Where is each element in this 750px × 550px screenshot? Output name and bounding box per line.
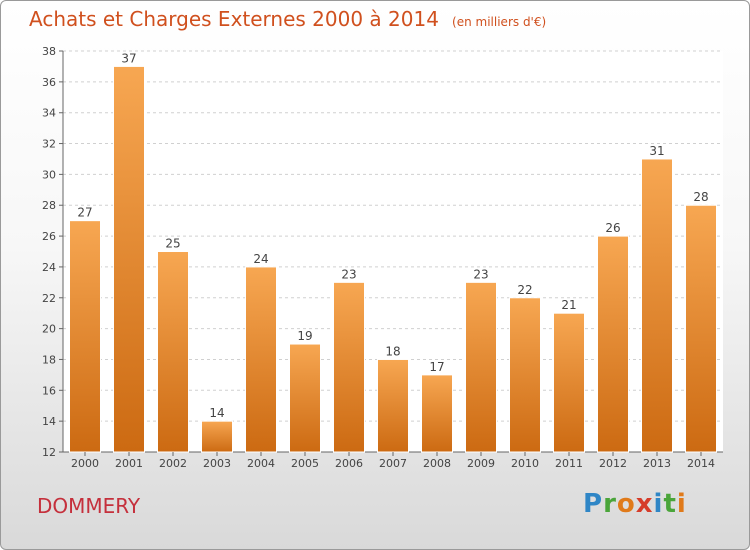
y-tick-label: 32 — [42, 138, 56, 151]
y-tick-label: 16 — [42, 384, 56, 397]
y-tick-label: 22 — [42, 292, 56, 305]
logo-letter: i — [653, 489, 664, 519]
y-tick-label: 24 — [42, 261, 56, 274]
x-tick-label: 2006 — [335, 457, 363, 470]
y-tick-label: 18 — [42, 353, 56, 366]
data-label: 14 — [209, 406, 224, 420]
x-tick-label: 2009 — [467, 457, 495, 470]
proxiti-logo: Proxiti — [583, 489, 687, 519]
chart-title: Achats et Charges Externes 2000 à 2014 — [29, 7, 439, 31]
x-tick-label: 2011 — [555, 457, 583, 470]
logo-letter: o — [616, 489, 636, 519]
data-label: 23 — [473, 267, 488, 281]
x-tick-label: 2004 — [247, 457, 275, 470]
bar — [685, 204, 717, 453]
bar — [245, 266, 277, 453]
data-label: 24 — [253, 252, 268, 266]
y-tick-label: 34 — [42, 107, 56, 120]
logo-letter: t — [663, 489, 677, 519]
x-tick-label: 2010 — [511, 457, 539, 470]
y-tick-label: 28 — [42, 199, 56, 212]
bar — [641, 158, 673, 453]
x-tick-label: 2014 — [687, 457, 715, 470]
x-tick-label: 2008 — [423, 457, 451, 470]
y-tick-label: 26 — [42, 230, 56, 243]
chart-unit: (en milliers d'€) — [452, 15, 547, 29]
x-tick-label: 2001 — [115, 457, 143, 470]
data-label: 17 — [429, 360, 444, 374]
x-tick-label: 2005 — [291, 457, 319, 470]
data-label: 22 — [517, 283, 532, 297]
data-label: 25 — [165, 237, 180, 251]
x-tick-label: 2000 — [71, 457, 99, 470]
y-tick-label: 20 — [42, 323, 56, 336]
bar — [69, 220, 101, 453]
bar — [113, 65, 145, 453]
bar — [289, 343, 321, 453]
bar — [421, 374, 453, 453]
bar — [597, 235, 629, 453]
x-tick-label: 2012 — [599, 457, 627, 470]
x-tick-label: 2003 — [203, 457, 231, 470]
x-tick-label: 2013 — [643, 457, 671, 470]
y-tick-label: 38 — [42, 45, 56, 58]
data-label: 37 — [121, 51, 136, 65]
bar — [509, 297, 541, 453]
data-label: 21 — [561, 298, 576, 312]
title-row: Achats et Charges Externes 2000 à 2014 (… — [29, 7, 546, 31]
data-label: 26 — [605, 221, 620, 235]
data-label: 31 — [649, 144, 664, 158]
logo-letter: i — [676, 489, 687, 519]
logo-letter: x — [635, 489, 654, 519]
bar — [377, 358, 409, 453]
bar — [553, 312, 585, 453]
location-name: DOMMERY — [37, 494, 141, 518]
x-tick-label: 2007 — [379, 457, 407, 470]
x-tick-label: 2002 — [159, 457, 187, 470]
data-label: 18 — [385, 344, 400, 358]
data-label: 28 — [693, 190, 708, 204]
bar — [333, 281, 365, 453]
data-label: 19 — [297, 329, 312, 343]
y-tick-label: 12 — [42, 446, 56, 459]
bar — [157, 251, 189, 453]
logo-letter: P — [583, 489, 604, 519]
bar — [201, 420, 233, 453]
y-tick-label: 36 — [42, 76, 56, 89]
y-tick-label: 30 — [42, 168, 56, 181]
logo-letter: r — [603, 489, 617, 519]
data-label: 23 — [341, 267, 356, 281]
y-tick-label: 14 — [42, 415, 56, 428]
data-label: 27 — [77, 206, 92, 220]
bar — [465, 281, 497, 453]
